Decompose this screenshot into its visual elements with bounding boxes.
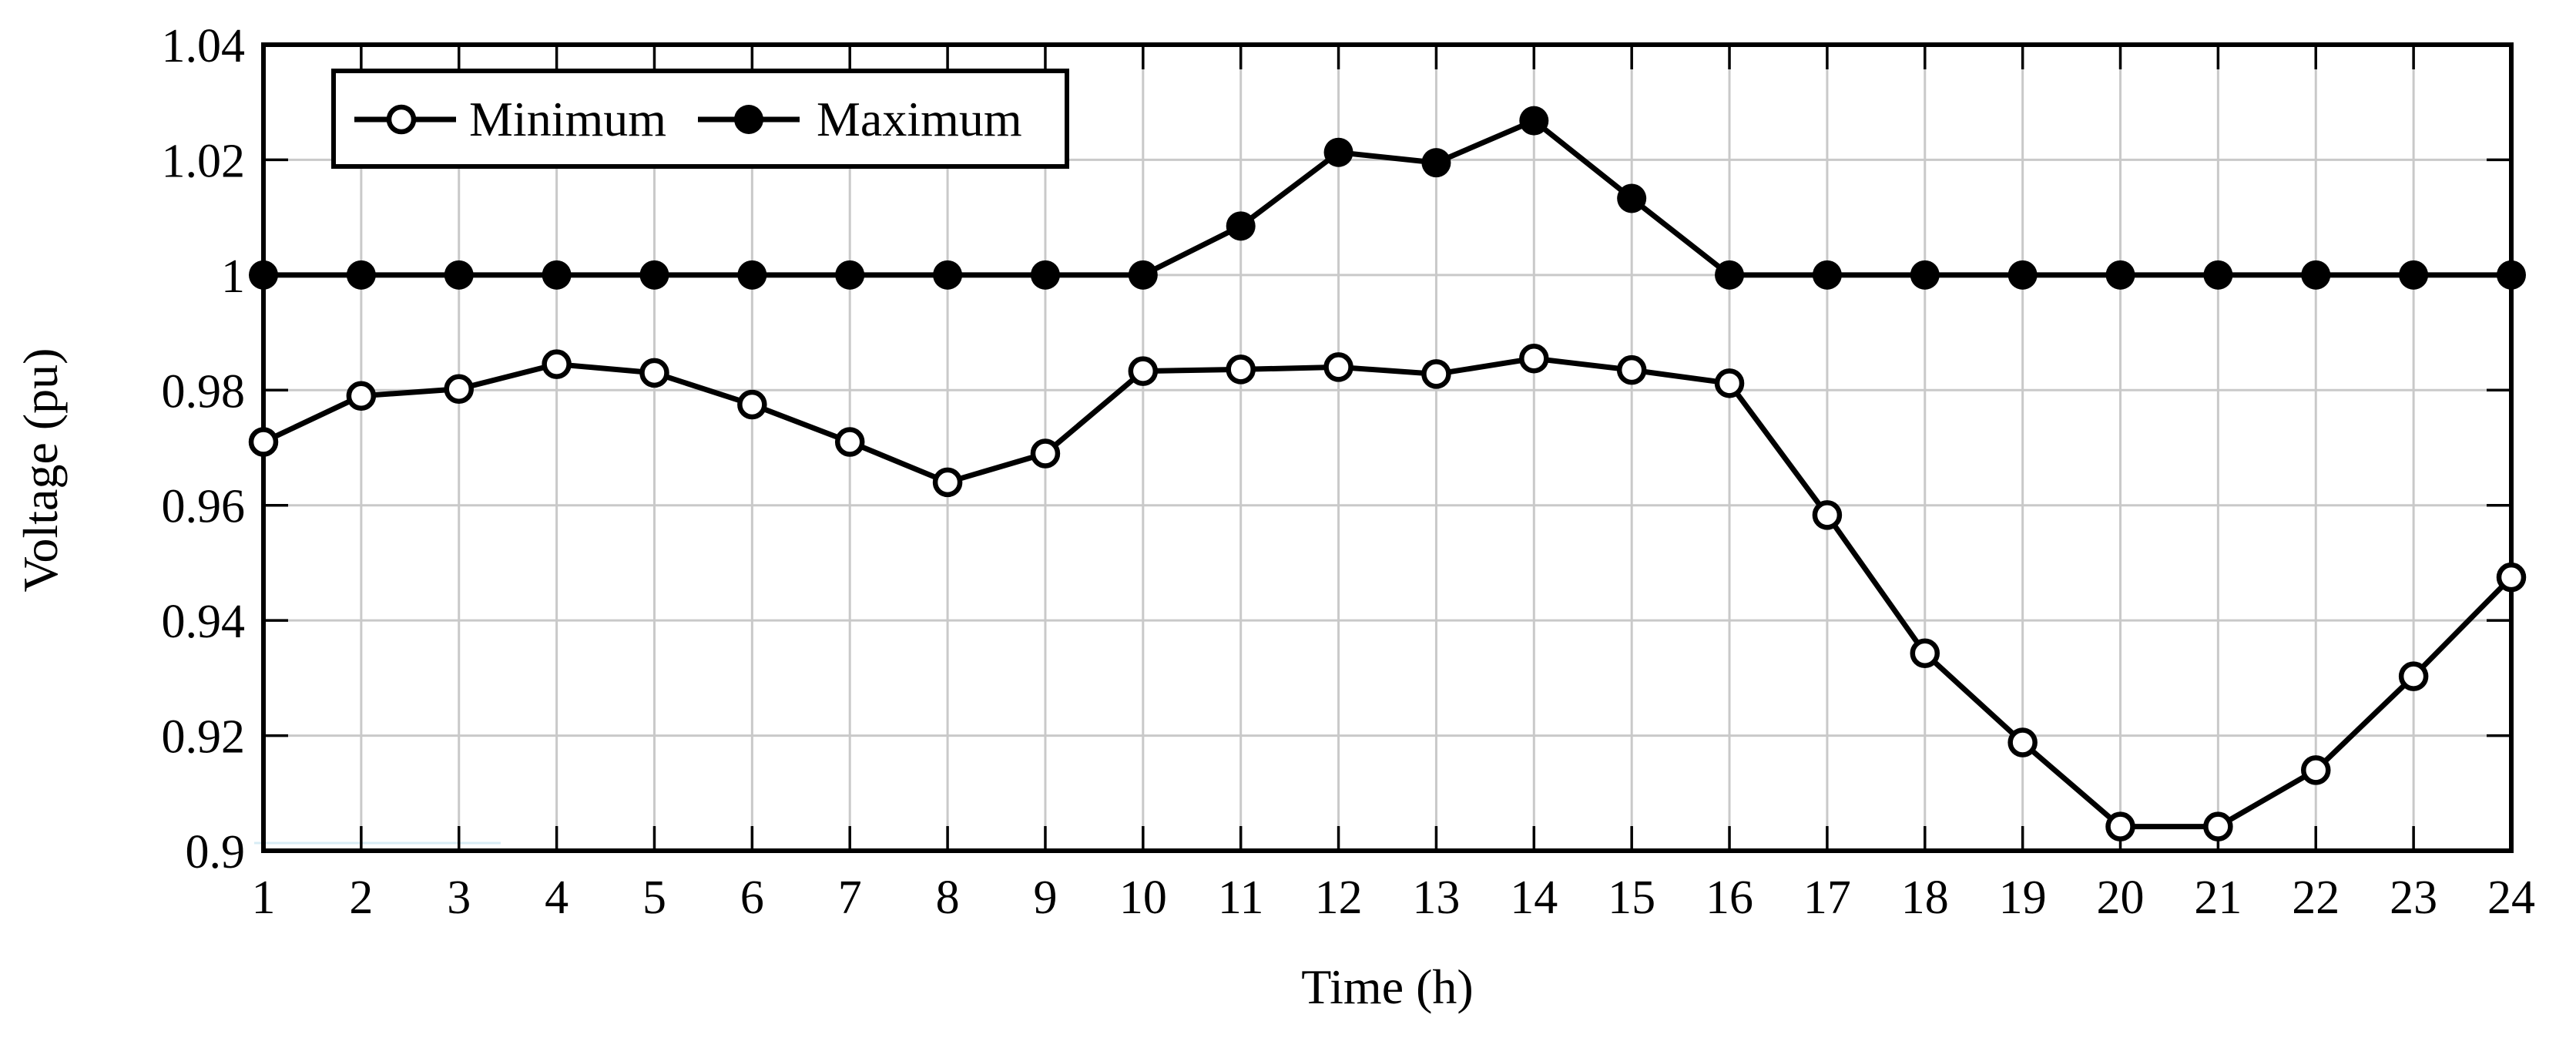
series-maximum-marker-7 [835, 260, 865, 290]
series-maximum-marker-24 [2497, 260, 2526, 290]
x-tick-label-14: 14 [1510, 872, 1558, 924]
x-tick-label-9: 9 [1033, 872, 1057, 924]
series-maximum-marker-17 [1812, 260, 1842, 290]
x-tick-label-24: 24 [2487, 872, 2535, 924]
series-minimum-marker-19 [2007, 727, 2038, 758]
series-minimum-marker-20 [2105, 811, 2135, 841]
series-maximum-marker-10 [1128, 260, 1158, 290]
y-tick-label-0.94: 0.94 [162, 596, 246, 648]
legend: Minimum Maximum [331, 69, 1069, 169]
x-tick-label-6: 6 [740, 872, 764, 924]
series-minimum-marker-2 [346, 381, 377, 412]
x-tick-label-8: 8 [936, 872, 960, 924]
series-minimum-marker-6 [737, 389, 767, 420]
series-minimum-marker-12 [1323, 352, 1353, 382]
y-tick-label-0.9: 0.9 [186, 826, 246, 878]
legend-label-maximum: Maximum [817, 92, 1022, 146]
series-minimum-marker-24 [2496, 562, 2527, 593]
series-maximum-marker-4 [542, 260, 572, 290]
series-maximum-marker-12 [1323, 137, 1353, 167]
x-tick-label-22: 22 [2292, 872, 2340, 924]
series-minimum-marker-8 [932, 467, 963, 498]
series-minimum-marker-4 [542, 349, 572, 379]
series-maximum-marker-13 [1421, 148, 1451, 178]
x-tick-label-12: 12 [1315, 872, 1363, 924]
x-tick-label-13: 13 [1412, 872, 1460, 924]
series-minimum-marker-23 [2398, 661, 2429, 691]
series-minimum-marker-1 [248, 427, 279, 457]
x-tick-label-5: 5 [642, 872, 666, 924]
series-maximum-marker-3 [444, 260, 474, 290]
series-minimum-marker-11 [1226, 354, 1256, 385]
series-minimum-marker-3 [444, 374, 474, 405]
y-tick-label-1: 1 [221, 250, 245, 303]
series-minimum-line [262, 355, 2514, 830]
series-minimum-marker-13 [1421, 359, 1451, 389]
series-maximum-marker-8 [933, 260, 963, 290]
series-minimum-marker-18 [1910, 638, 1940, 668]
series-maximum-line [263, 117, 2511, 278]
series-maximum-marker-22 [2301, 260, 2331, 290]
series-maximum-marker-14 [1519, 106, 1549, 136]
x-tick-label-3: 3 [447, 872, 471, 924]
x-tick-label-2: 2 [349, 872, 373, 924]
x-tick-label-21: 21 [2194, 872, 2242, 924]
legend-filled-circle-icon [734, 105, 763, 134]
series-maximum-marker-16 [1715, 260, 1745, 290]
y-tick-label-1.04: 1.04 [162, 20, 246, 72]
x-tick-label-19: 19 [1999, 872, 2047, 924]
series-maximum-marker-21 [2203, 260, 2233, 290]
series-minimum-marker-10 [1128, 356, 1159, 386]
series-minimum-marker-17 [1812, 500, 1843, 530]
series-maximum-marker-2 [346, 260, 376, 290]
series-minimum-marker-9 [1030, 438, 1061, 469]
axis-ticks [262, 43, 2513, 852]
y-axis-label: Voltage (pu) [13, 348, 68, 593]
series-maximum-marker-9 [1030, 260, 1060, 290]
series-minimum-marker-14 [1519, 343, 1549, 374]
x-tick-label-7: 7 [838, 872, 862, 924]
legend-item-minimum: Minimum [354, 92, 666, 146]
series-maximum-marker-23 [2399, 260, 2429, 290]
x-tick-label-11: 11 [1218, 872, 1264, 924]
series-minimum-marker-16 [1714, 368, 1745, 398]
x-tick-label-16: 16 [1706, 872, 1753, 924]
y-tick-label-0.92: 0.92 [162, 711, 246, 764]
series-minimum-marker-22 [2301, 755, 2331, 785]
legend-label-minimum: Minimum [469, 92, 666, 146]
series-maximum-marker-18 [1910, 260, 1940, 290]
x-tick-label-20: 20 [2097, 872, 2145, 924]
series-maximum-marker-6 [737, 260, 767, 290]
legend-open-circle-icon [386, 104, 417, 135]
y-tick-labels: 0.9 0.92 0.94 0.96 0.98 1 1.02 1.04 [162, 20, 246, 878]
x-tick-labels: 1 2 3 4 5 6 7 8 9 10 11 12 13 14 15 16 17 18 19 20 21 22 23 24 [252, 872, 2536, 924]
x-tick-label-17: 17 [1803, 872, 1851, 924]
series-minimum-marker-15 [1616, 354, 1647, 385]
series-maximum-marker-5 [639, 260, 669, 290]
x-tick-label-18: 18 [1901, 872, 1949, 924]
y-tick-label-1.02: 1.02 [162, 135, 246, 187]
series-maximum-marker-15 [1617, 183, 1647, 213]
y-tick-label-0.98: 0.98 [162, 365, 246, 418]
x-tick-label-15: 15 [1608, 872, 1655, 924]
series-minimum-marker-5 [639, 358, 669, 388]
x-tick-label-1: 1 [252, 872, 276, 924]
legend-item-maximum: Maximum [698, 92, 1022, 146]
series-maximum-marker-1 [249, 260, 278, 290]
series-minimum-marker-7 [834, 427, 865, 457]
series-maximum-marker-11 [1226, 211, 1256, 241]
x-axis-label: Time (h) [1301, 959, 1473, 1014]
x-tick-label-4: 4 [545, 872, 569, 924]
series-maximum-marker-19 [2007, 260, 2038, 290]
x-tick-label-10: 10 [1119, 872, 1167, 924]
series-layer [248, 106, 2527, 841]
series-minimum-marker-21 [2203, 811, 2233, 841]
series-maximum-marker-20 [2105, 260, 2135, 290]
x-tick-label-23: 23 [2390, 872, 2437, 924]
y-tick-label-0.96: 0.96 [162, 481, 246, 533]
